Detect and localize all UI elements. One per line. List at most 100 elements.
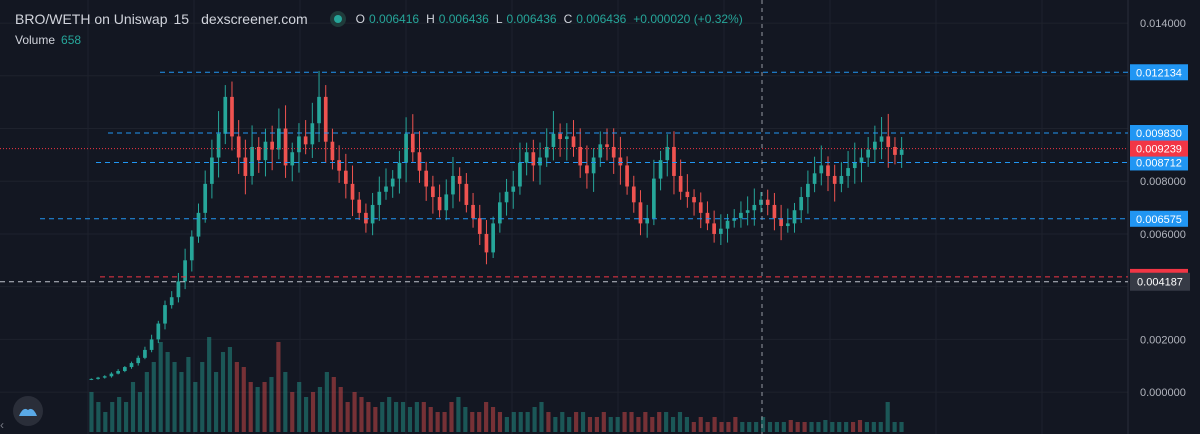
level-price-tag (1130, 154, 1188, 171)
price-tick-label: 0.000000 (1140, 387, 1186, 399)
candle-body (598, 144, 603, 158)
candle-body (511, 186, 516, 192)
candle-body (343, 170, 348, 184)
candle-body (477, 218, 482, 234)
candle-body (404, 133, 408, 163)
candle-body (765, 199, 770, 205)
candle-body (357, 199, 362, 213)
dexscreener-logo-icon[interactable] (13, 396, 43, 426)
candle-body (504, 191, 509, 203)
candle-body (256, 146, 261, 161)
volume-bar (802, 422, 807, 432)
volume-bar (276, 342, 281, 432)
volume-bar (407, 407, 413, 432)
volume-bar (497, 412, 503, 432)
candle-body (297, 136, 301, 153)
volume-bar (359, 397, 364, 432)
volume-bar (892, 422, 897, 432)
volume-bar (525, 412, 530, 432)
volume-bar (380, 402, 385, 432)
chevron-left-icon[interactable]: ‹ (0, 418, 4, 432)
candle-body (772, 204, 777, 219)
candle-body (424, 170, 429, 187)
candle-body (410, 133, 415, 153)
candle-body (538, 157, 542, 166)
volume-bar (248, 382, 253, 432)
candle-body (725, 220, 730, 229)
volume-bar (338, 387, 343, 432)
volume-bar (712, 417, 717, 432)
volume-bar (89, 392, 94, 432)
candle-body (230, 96, 234, 137)
candle-body (210, 157, 214, 184)
volume-value: 658 (61, 33, 82, 47)
volume-bar (684, 417, 689, 432)
volume-bar (304, 397, 309, 432)
candle-body (685, 191, 690, 198)
volume-bar (615, 417, 620, 432)
candle-body (631, 186, 636, 203)
volume-bar (345, 402, 350, 432)
crosshair-price-tag (1130, 272, 1190, 291)
candle-body (739, 212, 743, 219)
volume-bar (324, 372, 329, 432)
candle-body (518, 162, 522, 187)
volume-bar (643, 412, 648, 432)
candle-body (779, 218, 783, 227)
candle-body (551, 133, 556, 147)
volume-bar (442, 412, 447, 432)
volume-bar (477, 412, 482, 432)
volume-bar (124, 402, 129, 432)
candle-body (625, 165, 629, 187)
symbol-title[interactable]: BRO/WETH on Uniswap (15, 11, 168, 27)
volume-bar (172, 362, 177, 432)
candle-body (886, 136, 891, 147)
volume-bar (532, 407, 537, 432)
candle-body (692, 197, 696, 203)
volume-bar (795, 422, 800, 432)
volume-bar (262, 382, 267, 432)
price-axis[interactable]: 0.014000 0.002000 0.000000 0.008000 0.006000 (1140, 18, 1186, 399)
volume-bar (449, 402, 454, 432)
candle-body (303, 136, 308, 145)
grid-lines (0, 0, 1129, 434)
logo-shape (19, 408, 37, 416)
volume-bar (740, 422, 745, 432)
candle-body (611, 146, 616, 158)
candle-body (544, 146, 549, 158)
candle-body (377, 191, 382, 205)
volume-bar (518, 412, 523, 432)
candle-body (263, 141, 268, 161)
volume-bar (878, 422, 883, 432)
volume-bar (816, 422, 821, 432)
volume-bar (747, 422, 752, 432)
volume-bar (366, 402, 371, 432)
volume-bar (754, 422, 759, 432)
chart-header: BRO/WETH on Uniswap 15 dexscreener.com O… (15, 9, 746, 29)
candle-body (832, 175, 837, 184)
ohlc-legend: O 0.006416 H 0.006436 L 0.006436 C 0.006436 … (356, 12, 746, 26)
candle-body (484, 233, 489, 253)
volume-bar (414, 402, 419, 432)
candle-body (698, 202, 703, 213)
volume-bar (899, 422, 904, 432)
candle-body (444, 194, 449, 211)
level-price-label: 0.006575 (1136, 214, 1182, 226)
candle-body (645, 218, 650, 224)
volume-bar (220, 352, 226, 432)
candle-body (243, 157, 248, 176)
candle-body (564, 136, 569, 140)
candle-body (350, 183, 355, 200)
candle-body (323, 96, 328, 142)
interval-label[interactable]: 15 (173, 11, 190, 27)
volume-bar (96, 402, 101, 432)
volume-bar (200, 362, 205, 432)
volume-bar (214, 372, 219, 432)
candle-body (149, 339, 154, 350)
volume-bar (546, 412, 551, 432)
volume-bar (719, 422, 724, 432)
volume-bar (456, 397, 461, 432)
volume-bar (830, 422, 835, 432)
